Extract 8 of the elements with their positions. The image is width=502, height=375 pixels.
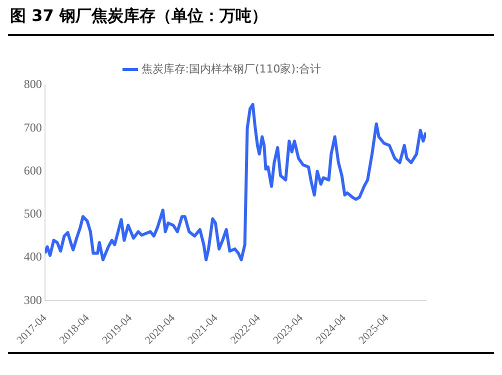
y-tick-label: 800 [24, 77, 42, 92]
y-tick-label: 600 [24, 163, 42, 178]
y-tick-label: 400 [24, 250, 42, 264]
y-tick-label: 700 [24, 120, 42, 134]
legend-label: 焦炭库存:国内样本钢厂(110家):合计 [141, 62, 322, 76]
y-tick-label: 500 [24, 206, 42, 221]
y-tick-label: 300 [24, 292, 42, 307]
chart-title: 图 37 钢厂焦炭库存（单位：万吨） [10, 6, 268, 27]
